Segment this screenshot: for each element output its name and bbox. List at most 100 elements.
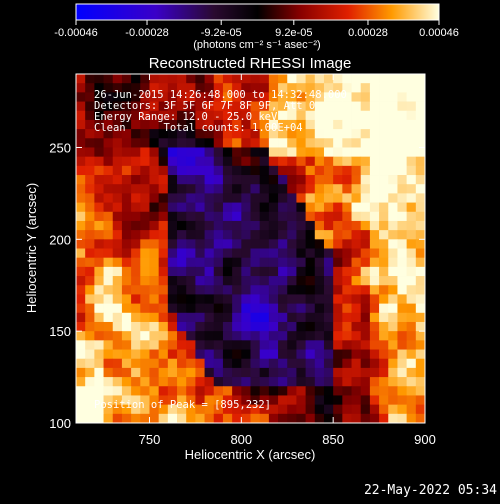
heatmap-cell xyxy=(177,395,187,406)
heatmap-cell xyxy=(186,156,196,167)
heatmap-cell xyxy=(204,303,215,314)
heatmap-cell xyxy=(305,285,316,295)
heatmap-cell xyxy=(342,349,352,360)
heatmap-cell xyxy=(369,303,380,314)
heatmap-cell xyxy=(296,147,306,158)
heatmap-cell xyxy=(149,285,160,295)
heatmap-cell xyxy=(287,193,297,203)
heatmap-cell xyxy=(342,276,352,286)
heatmap-cell xyxy=(204,211,215,222)
heatmap-cell xyxy=(112,367,123,378)
heatmap-cell xyxy=(278,74,288,84)
heatmap-cell xyxy=(85,294,95,304)
heatmap-cell xyxy=(388,321,398,332)
heatmap-cell xyxy=(195,303,205,314)
heatmap-cell xyxy=(388,175,398,185)
heatmap-cell xyxy=(167,248,178,259)
heatmap-cell xyxy=(268,110,279,121)
heatmap-cell xyxy=(241,248,251,259)
heatmap-cell xyxy=(259,303,270,314)
heatmap-cell xyxy=(94,312,104,323)
heatmap-cell xyxy=(186,147,196,158)
heatmap-cell xyxy=(415,220,426,231)
heatmap-cell xyxy=(388,285,398,295)
heatmap-cell xyxy=(204,193,215,203)
heatmap-cell xyxy=(333,303,343,314)
heatmap-cell xyxy=(140,101,150,112)
heatmap-cell xyxy=(388,266,398,277)
heatmap-cell xyxy=(241,331,251,341)
heatmap-cell xyxy=(85,248,95,259)
heatmap-cell xyxy=(241,377,251,387)
heatmap-cell xyxy=(388,184,398,194)
heatmap-cell xyxy=(131,367,141,378)
heatmap-cell xyxy=(204,377,215,387)
heatmap-cell xyxy=(241,211,251,222)
heatmap-cell xyxy=(314,413,325,424)
heatmap-cell xyxy=(213,321,224,332)
heatmap-cell xyxy=(103,239,114,249)
heatmap-cell xyxy=(406,349,417,360)
heatmap-cell xyxy=(241,101,251,112)
heatmap-cell xyxy=(222,248,233,259)
heatmap-cell xyxy=(112,239,123,249)
heatmap-cell xyxy=(186,165,196,176)
heatmap-cell xyxy=(177,175,187,185)
heatmap-cell xyxy=(177,138,187,148)
heatmap-cell xyxy=(379,92,389,102)
heatmap-cell xyxy=(360,276,371,286)
heatmap-cell xyxy=(351,294,362,304)
heatmap-cell xyxy=(388,220,398,231)
heatmap-cell xyxy=(406,129,417,139)
heatmap-cell xyxy=(351,248,362,259)
heatmap-cell xyxy=(232,367,242,378)
heatmap-cell xyxy=(379,220,389,231)
heatmap-cell xyxy=(369,220,380,231)
heatmap-cell xyxy=(351,101,362,112)
heatmap-cell xyxy=(379,321,389,332)
heatmap-cell xyxy=(103,211,114,222)
heatmap-cell xyxy=(406,147,417,158)
y-axis-label: Heliocentric Y (arcsec) xyxy=(24,183,39,313)
heatmap-cell xyxy=(167,395,178,406)
heatmap-cell xyxy=(204,331,215,341)
heatmap-cell xyxy=(333,340,343,350)
heatmap-cell xyxy=(167,110,178,121)
heatmap-cell xyxy=(360,211,371,222)
heatmap-cell xyxy=(351,230,362,240)
heatmap-cell xyxy=(305,119,316,130)
heatmap-cell xyxy=(278,303,288,314)
heatmap-cell xyxy=(222,193,233,203)
heatmap-cell xyxy=(250,165,261,176)
colorbar-tick-label: -9.2e-05 xyxy=(201,27,242,39)
heatmap-cell xyxy=(195,83,205,93)
heatmap-cell xyxy=(241,74,251,84)
heatmap-cell xyxy=(94,303,104,314)
heatmap-cell xyxy=(323,101,334,112)
heatmap-cell xyxy=(296,138,306,148)
heatmap-cell xyxy=(360,230,371,240)
heatmap-cell xyxy=(177,377,187,387)
heatmap-cell xyxy=(415,202,426,213)
heatmap-cell xyxy=(278,92,288,102)
heatmap-cell xyxy=(186,340,196,350)
heatmap-cell xyxy=(149,119,160,130)
heatmap-cell xyxy=(278,184,288,194)
heatmap-cell xyxy=(360,74,371,84)
heatmap-cell xyxy=(76,257,86,268)
heatmap-cell xyxy=(222,110,233,121)
heatmap-cell xyxy=(250,202,261,213)
heatmap-cell xyxy=(351,413,362,424)
heatmap-cell xyxy=(351,83,362,93)
heatmap-cell xyxy=(369,119,380,130)
heatmap-cell xyxy=(351,202,362,213)
heatmap-cell xyxy=(121,175,132,185)
heatmap-cell xyxy=(351,340,362,350)
heatmap-cell xyxy=(415,147,426,158)
heatmap-cell xyxy=(296,404,306,415)
heatmap-cell xyxy=(76,248,86,259)
heatmap-cell xyxy=(305,312,316,323)
heatmap-cell xyxy=(305,92,316,102)
heatmap-cell xyxy=(121,312,132,323)
heatmap-cell xyxy=(360,340,371,350)
